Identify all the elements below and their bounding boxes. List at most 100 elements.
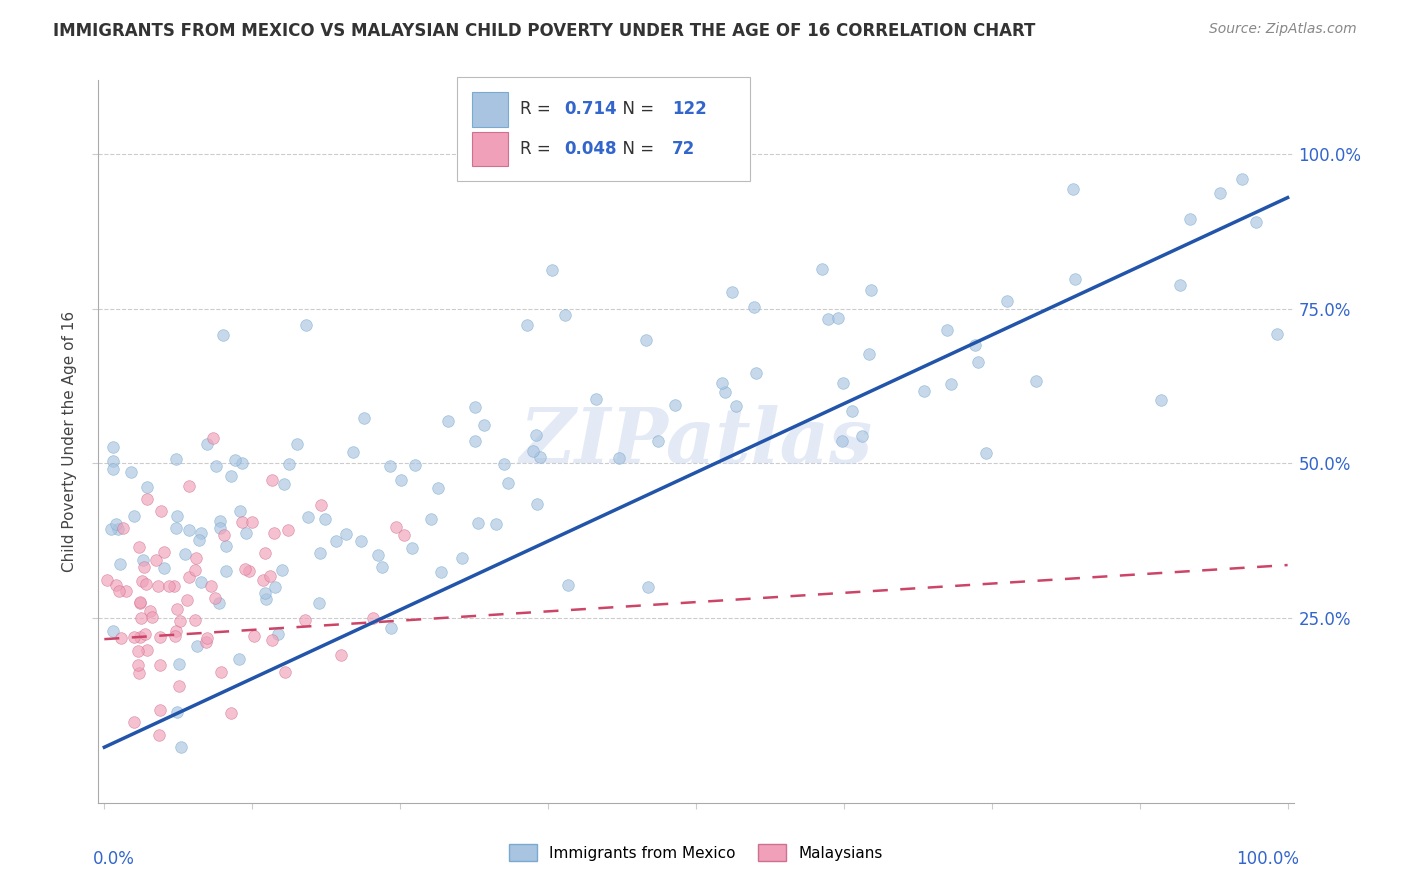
Point [1178, 212, 1201, 227]
Point [711, 376, 734, 390]
Point [209, 665, 232, 680]
Point [188, 533, 211, 547]
Point [342, 445, 364, 459]
Y-axis label: Child Poverty Under the Age of 16: Child Poverty Under the Age of 16 [62, 311, 77, 572]
Point [522, 443, 544, 458]
Point [135, 642, 157, 657]
Point [832, 376, 855, 390]
Point [128, 540, 150, 554]
Point [122, 508, 145, 523]
Point [107, 522, 129, 536]
Point [208, 514, 231, 528]
Point [129, 594, 152, 608]
Point [1064, 272, 1087, 286]
Point [1168, 277, 1191, 292]
Point [186, 639, 208, 653]
Point [464, 434, 486, 449]
Point [127, 657, 149, 672]
Point [190, 575, 212, 590]
Point [634, 333, 657, 347]
Point [221, 706, 243, 720]
Point [485, 517, 508, 532]
Point [169, 614, 191, 628]
Text: 0.048: 0.048 [565, 140, 617, 158]
Point [145, 553, 167, 567]
Point [177, 523, 200, 537]
Point [745, 366, 768, 380]
Point [664, 398, 686, 412]
Point [176, 593, 198, 607]
Point [101, 440, 124, 454]
Point [208, 596, 231, 610]
Point [451, 551, 474, 566]
Point [205, 458, 228, 473]
Point [169, 657, 191, 672]
Point [851, 429, 873, 443]
Point [297, 509, 319, 524]
Point [263, 526, 285, 541]
Point [314, 512, 336, 526]
Point [309, 546, 332, 560]
Point [195, 634, 218, 648]
Point [184, 613, 207, 627]
Point [149, 504, 172, 518]
Point [859, 283, 882, 297]
Point [122, 714, 145, 729]
Point [526, 497, 548, 511]
Point [831, 434, 853, 448]
Point [817, 312, 839, 326]
Point [385, 520, 408, 534]
Point [1025, 374, 1047, 388]
Point [262, 632, 284, 647]
Point [201, 432, 224, 446]
Point [149, 630, 172, 644]
Point [941, 376, 963, 391]
Point [115, 583, 138, 598]
Point [498, 475, 520, 490]
Point [179, 479, 201, 493]
Point [325, 534, 347, 549]
Text: 72: 72 [672, 140, 696, 158]
Point [238, 564, 260, 578]
Point [166, 508, 188, 523]
Point [135, 480, 157, 494]
Point [212, 527, 235, 541]
Point [166, 601, 188, 615]
Point [132, 553, 155, 567]
Point [215, 564, 238, 578]
Point [165, 451, 187, 466]
Point [380, 621, 402, 635]
Point [179, 570, 201, 584]
Point [141, 609, 163, 624]
Point [274, 665, 297, 680]
Point [309, 498, 332, 512]
Point [647, 434, 669, 448]
Point [252, 573, 274, 587]
Point [540, 263, 562, 277]
Point [841, 404, 863, 418]
Point [163, 629, 186, 643]
Point [170, 740, 193, 755]
Point [464, 400, 486, 414]
Point [136, 492, 159, 507]
Point [278, 457, 301, 471]
Text: 0.714: 0.714 [565, 100, 617, 118]
Point [228, 651, 250, 665]
Point [361, 611, 384, 625]
Point [529, 450, 551, 465]
Point [162, 579, 184, 593]
Text: 100.0%: 100.0% [1236, 850, 1299, 868]
Point [186, 550, 208, 565]
Point [273, 476, 295, 491]
Point [240, 515, 263, 529]
Point [100, 522, 122, 536]
Point [1230, 172, 1253, 186]
Point [263, 580, 285, 594]
Point [235, 562, 257, 576]
Point [139, 604, 162, 618]
Point [120, 465, 142, 479]
Point [96, 574, 118, 588]
Point [148, 579, 170, 593]
Text: 122: 122 [672, 100, 707, 118]
Point [129, 596, 152, 610]
